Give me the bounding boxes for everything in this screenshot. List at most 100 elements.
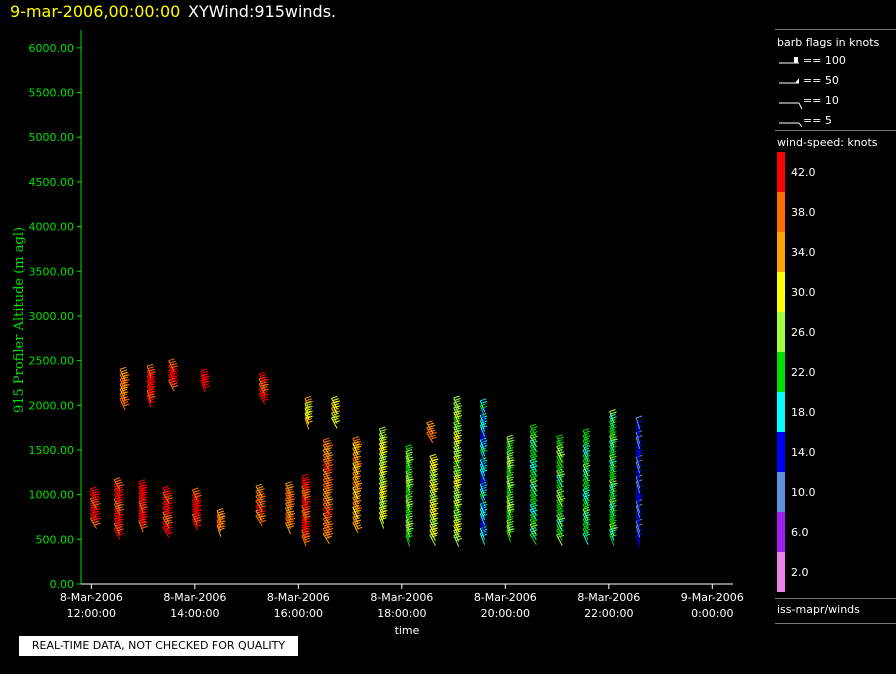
barb-flag: [556, 522, 563, 526]
barb-flag: [353, 443, 361, 447]
barb-flag: [192, 492, 199, 496]
barb-flag: [116, 511, 123, 515]
barb-flag: [454, 466, 461, 470]
barb-flag: [262, 378, 269, 382]
barb-flag: [455, 424, 463, 428]
barb-flag: [203, 380, 210, 384]
barb-flag: [556, 458, 563, 462]
wind-barb: [429, 519, 436, 532]
wind-barb: [378, 512, 385, 524]
wind-barb: [479, 494, 486, 506]
wind-barb: [529, 435, 537, 447]
x-tick-label: 8-Mar-2006: [60, 591, 123, 604]
wind-barb: [304, 398, 310, 410]
wind-barb: [285, 498, 292, 510]
wind-barb: [453, 407, 460, 419]
barb-flag: [584, 464, 591, 468]
wind-barb: [138, 501, 144, 513]
barb-flag: [557, 495, 564, 499]
wind-barb: [453, 481, 460, 493]
barb-flag: [141, 521, 148, 524]
barb-flag: [557, 480, 564, 484]
wind-barb: [301, 476, 307, 488]
barb-flag: [455, 434, 463, 438]
wind-barb: [479, 410, 486, 423]
barb-flag: [114, 486, 121, 490]
barb-flag: [163, 487, 171, 491]
barb-flag: [195, 504, 202, 508]
barb-flag: [165, 504, 172, 508]
barb-flag: [115, 523, 122, 527]
barb-flag: [584, 455, 591, 458]
wind-profile: [162, 485, 173, 538]
wind-barb: [453, 530, 460, 542]
barb-flag: [286, 483, 293, 487]
wind-barb: [162, 522, 170, 533]
wind-barb: [609, 465, 615, 477]
barb-flag: [162, 485, 169, 489]
wind-barb: [429, 456, 436, 468]
wind-barb: [378, 463, 385, 475]
wind-barb: [89, 488, 97, 500]
wind-barb: [285, 483, 292, 495]
barb-flag: [259, 500, 267, 504]
wind-barb: [191, 509, 198, 521]
wind-barb: [200, 370, 206, 383]
barb-flag: [584, 518, 591, 522]
barb-flag: [429, 527, 436, 531]
barb-flag: [201, 370, 208, 374]
barb-flag: [582, 492, 590, 495]
barb-flag: [556, 453, 563, 457]
wind-barb: [529, 485, 537, 496]
barb-flag: [192, 487, 199, 491]
barb-flag: [114, 526, 121, 530]
barb-flag: [432, 522, 439, 526]
barb-flag: [115, 494, 122, 498]
barb-flag: [120, 388, 128, 392]
speed-legend-title: wind-speed: knots: [777, 136, 878, 149]
barb-flag: [582, 487, 590, 490]
wind-barb: [255, 490, 263, 502]
wind-barb: [89, 513, 97, 524]
barb-flag: [557, 456, 564, 460]
wind-barb: [113, 508, 121, 520]
barb-flag: [454, 447, 461, 450]
barb-flag: [166, 531, 173, 535]
colorbar-label: 38.0: [791, 206, 816, 219]
wind-barb: [405, 520, 411, 532]
wind-barb: [331, 417, 338, 429]
barb-item-50: == 50: [803, 74, 839, 87]
speed-colorbar: 42.0 38.0 34.0 30.0 26.0 22.0 18.0 14.0 10.0 6.0 2…: [777, 152, 816, 592]
wind-profile: [322, 437, 334, 545]
barb-flag: [582, 477, 590, 481]
x-tick-label: 20:00:00: [481, 607, 530, 620]
x-tick-label: 8-Mar-2006: [370, 591, 433, 604]
barb-flag: [303, 503, 310, 507]
barb-flag: [430, 510, 438, 514]
barb-flag: [120, 369, 128, 373]
wind-barb: [529, 475, 537, 486]
barb-flag: [354, 455, 362, 459]
barb-flag: [454, 442, 461, 446]
wind-barb: [556, 451, 563, 463]
wind-barb: [556, 485, 563, 497]
wind-barb: [113, 503, 121, 515]
barb-flag: [140, 518, 147, 522]
wind-barb: [301, 510, 307, 523]
wind-barb: [479, 533, 486, 545]
barb-flag: [556, 507, 563, 511]
barb-legend: [779, 57, 803, 128]
barb-flag: [138, 479, 145, 483]
barb-flag: [140, 493, 147, 497]
barb-flag: [584, 474, 591, 478]
barb-flag: [149, 390, 156, 394]
barb-flag: [140, 523, 147, 527]
barb-flag: [381, 505, 388, 509]
barb-flag: [327, 488, 334, 492]
barb-flag: [354, 524, 362, 528]
barb-flag: [453, 405, 460, 409]
wind-barb: [301, 515, 307, 527]
wind-profile: [378, 426, 388, 529]
wind-barb: [453, 422, 460, 434]
wind-profile: [609, 409, 618, 546]
